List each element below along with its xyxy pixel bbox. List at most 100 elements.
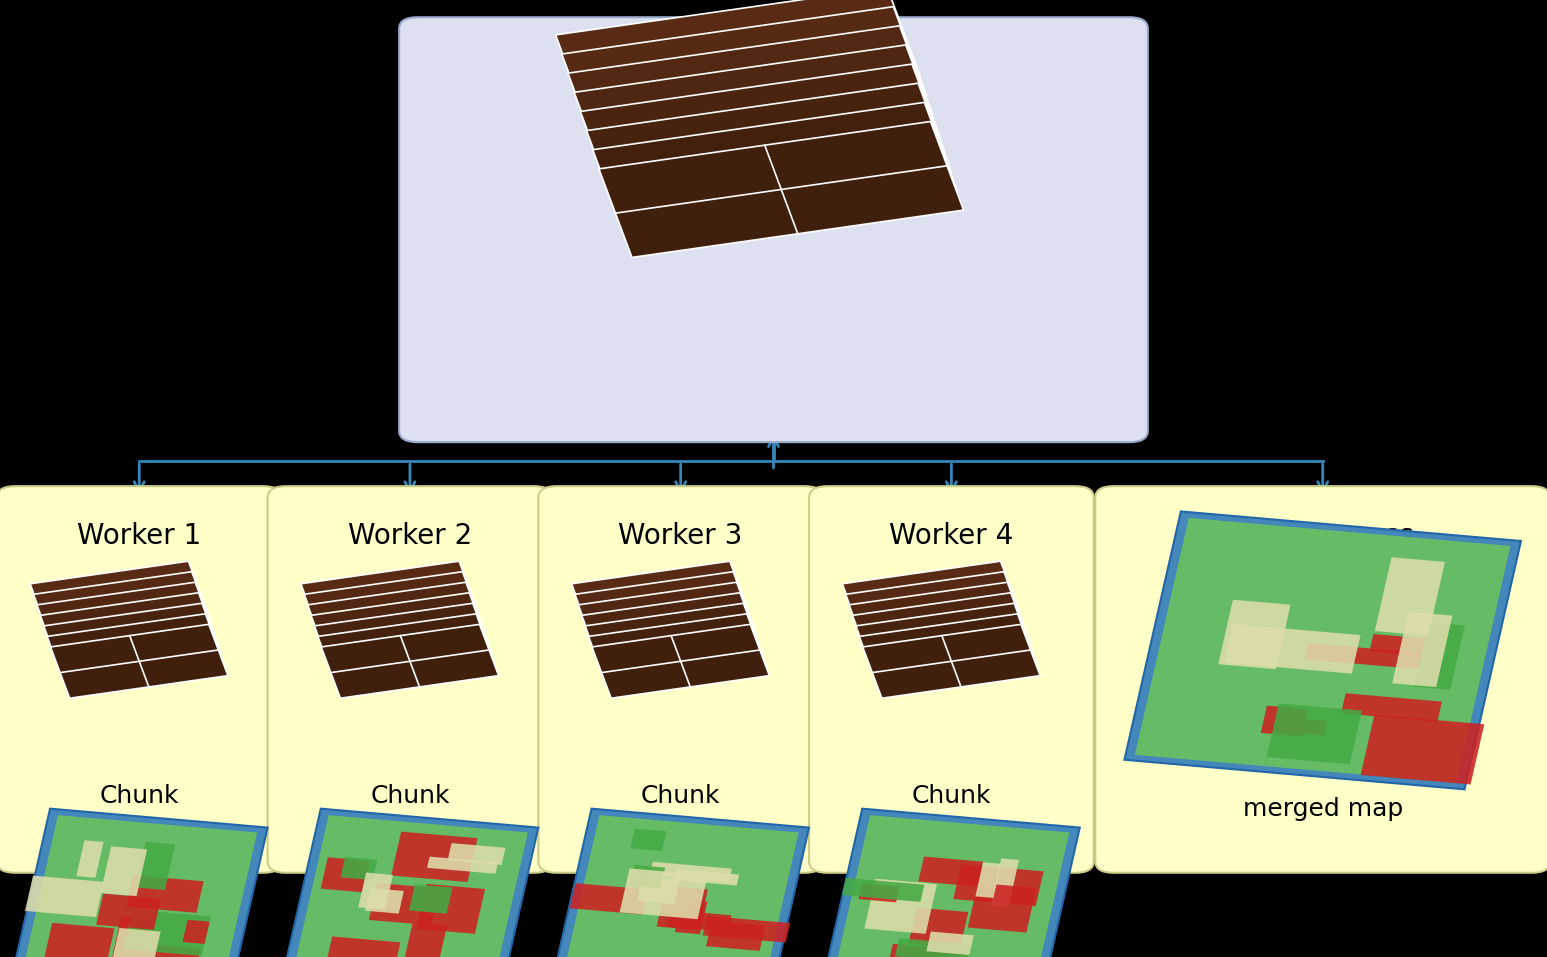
Polygon shape <box>552 809 809 957</box>
Polygon shape <box>593 102 958 238</box>
Polygon shape <box>25 876 104 917</box>
Polygon shape <box>314 603 492 678</box>
Polygon shape <box>308 582 486 657</box>
FancyBboxPatch shape <box>538 486 823 873</box>
Text: Worker 1: Worker 1 <box>77 522 201 549</box>
Polygon shape <box>1361 715 1484 785</box>
Polygon shape <box>569 883 648 915</box>
Polygon shape <box>1224 624 1360 674</box>
Text: EO data cubes: EO data cubes <box>662 53 885 81</box>
Polygon shape <box>101 846 147 896</box>
Polygon shape <box>580 64 945 200</box>
Polygon shape <box>1267 703 1361 765</box>
Polygon shape <box>637 877 679 904</box>
Polygon shape <box>562 7 927 143</box>
Text: Main process: Main process <box>1231 522 1414 549</box>
Polygon shape <box>34 571 210 646</box>
Polygon shape <box>51 624 227 699</box>
Polygon shape <box>1125 511 1521 790</box>
Polygon shape <box>705 921 766 951</box>
Polygon shape <box>1272 717 1327 736</box>
Polygon shape <box>975 862 1001 898</box>
FancyBboxPatch shape <box>809 486 1094 873</box>
Polygon shape <box>1304 643 1425 669</box>
Text: Worker 2: Worker 2 <box>348 522 472 549</box>
Polygon shape <box>29 561 207 635</box>
Polygon shape <box>447 843 506 865</box>
Polygon shape <box>823 809 1080 957</box>
Polygon shape <box>322 624 498 699</box>
Polygon shape <box>292 815 528 957</box>
Polygon shape <box>919 857 982 886</box>
Polygon shape <box>630 829 667 851</box>
Polygon shape <box>555 0 920 123</box>
Polygon shape <box>656 885 709 930</box>
Polygon shape <box>579 582 756 657</box>
Polygon shape <box>990 858 1019 907</box>
Polygon shape <box>674 869 739 885</box>
Polygon shape <box>568 26 933 162</box>
Polygon shape <box>111 928 161 957</box>
Polygon shape <box>40 592 218 667</box>
Polygon shape <box>40 923 114 957</box>
Polygon shape <box>1217 600 1290 669</box>
Text: Chunk: Chunk <box>911 784 992 809</box>
Polygon shape <box>859 883 900 902</box>
Polygon shape <box>674 900 707 934</box>
Polygon shape <box>1369 634 1433 657</box>
Polygon shape <box>865 879 937 934</box>
Polygon shape <box>408 884 452 914</box>
Polygon shape <box>842 561 1019 635</box>
Polygon shape <box>183 920 209 944</box>
Polygon shape <box>620 868 707 919</box>
Polygon shape <box>667 910 732 932</box>
Polygon shape <box>416 884 486 934</box>
Polygon shape <box>702 916 791 943</box>
Polygon shape <box>593 624 769 699</box>
Polygon shape <box>927 931 973 955</box>
FancyBboxPatch shape <box>399 17 1148 442</box>
Polygon shape <box>391 832 478 882</box>
Polygon shape <box>404 923 447 957</box>
Polygon shape <box>365 888 404 914</box>
FancyBboxPatch shape <box>1095 486 1547 873</box>
Polygon shape <box>859 613 1036 688</box>
FancyBboxPatch shape <box>268 486 552 873</box>
Polygon shape <box>37 582 215 657</box>
Polygon shape <box>282 809 538 957</box>
Polygon shape <box>855 603 1033 678</box>
Polygon shape <box>1135 518 1510 783</box>
Polygon shape <box>1375 557 1445 635</box>
Polygon shape <box>630 865 665 888</box>
Text: Chunk: Chunk <box>640 784 721 809</box>
Polygon shape <box>136 842 175 890</box>
Polygon shape <box>300 561 478 635</box>
Polygon shape <box>599 122 964 257</box>
Polygon shape <box>908 907 968 947</box>
Polygon shape <box>1341 693 1442 722</box>
Polygon shape <box>575 571 752 646</box>
Polygon shape <box>76 840 104 878</box>
Polygon shape <box>888 944 962 957</box>
Text: Worker 4: Worker 4 <box>890 522 1013 549</box>
Polygon shape <box>124 909 210 956</box>
Polygon shape <box>305 571 481 646</box>
Text: Chunk: Chunk <box>99 784 179 809</box>
Polygon shape <box>320 857 370 892</box>
Polygon shape <box>585 603 763 678</box>
Polygon shape <box>359 873 393 910</box>
Polygon shape <box>650 861 732 882</box>
Polygon shape <box>586 83 951 219</box>
FancyBboxPatch shape <box>0 486 282 873</box>
Polygon shape <box>1414 622 1465 690</box>
Polygon shape <box>849 582 1027 657</box>
Polygon shape <box>582 592 760 667</box>
Polygon shape <box>852 592 1030 667</box>
Polygon shape <box>574 45 939 181</box>
Text: Chunk: Chunk <box>370 784 450 809</box>
Polygon shape <box>368 883 439 925</box>
Polygon shape <box>96 894 161 930</box>
Polygon shape <box>133 944 201 957</box>
Polygon shape <box>46 613 224 688</box>
Polygon shape <box>563 815 798 957</box>
